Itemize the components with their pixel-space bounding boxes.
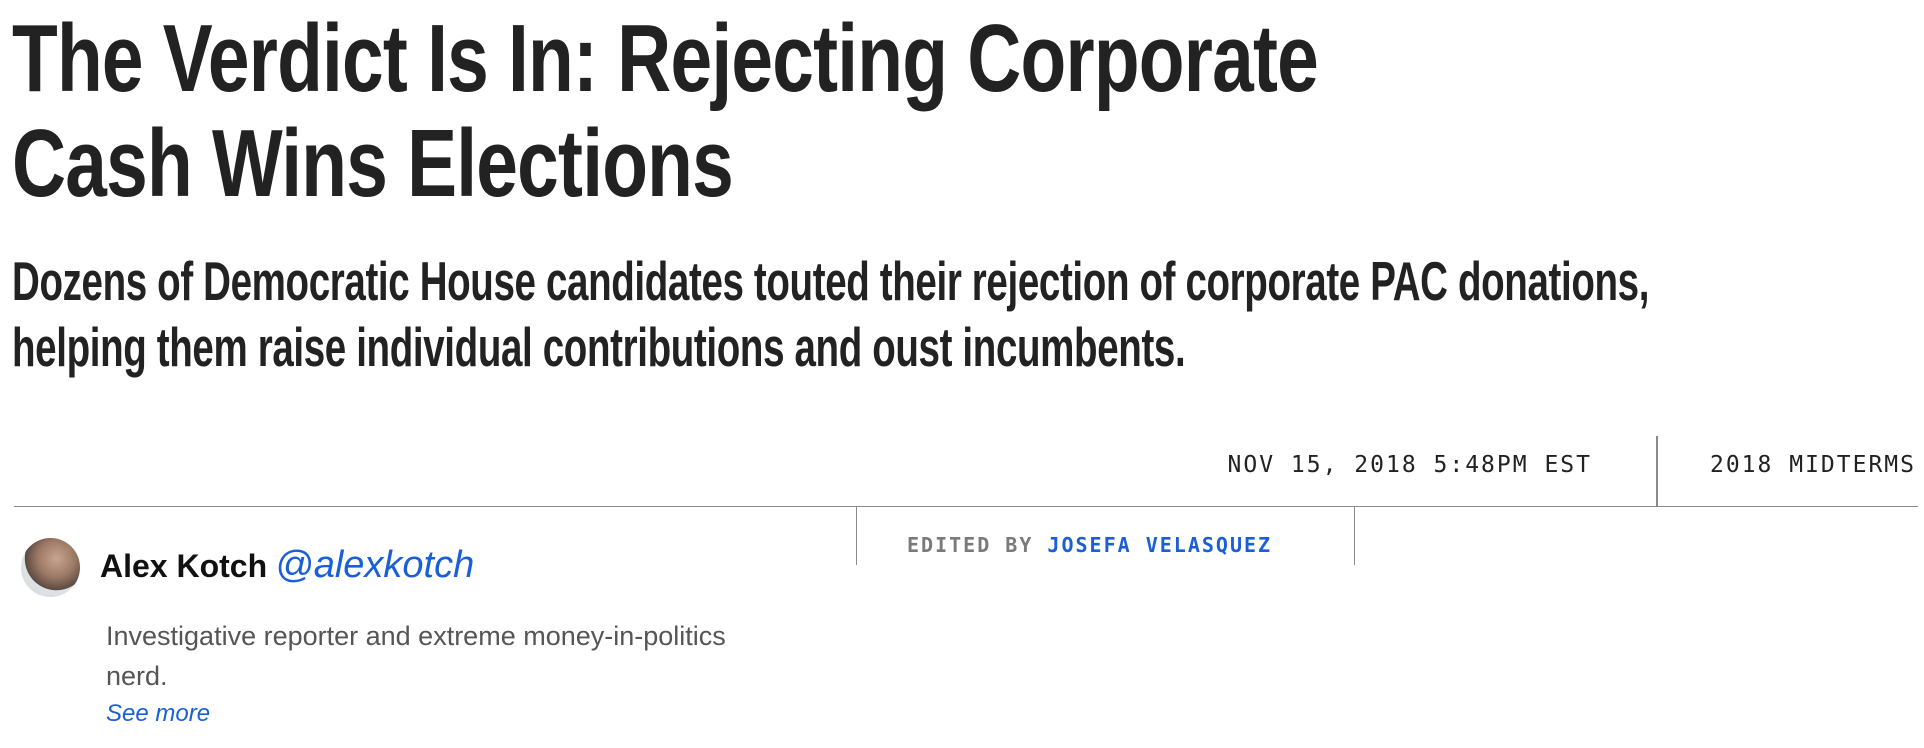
author-twitter-handle-link[interactable]: @alexkotch <box>275 544 475 586</box>
author-bio: Investigative reporter and extreme money… <box>106 621 726 691</box>
author-byline: Alex Kotch @alexkotch <box>100 544 474 587</box>
see-more-link[interactable]: See more <box>106 700 211 727</box>
section-tag-link[interactable]: 2018 MIDTERMS <box>1709 452 1916 478</box>
meta-divider <box>1656 436 1658 506</box>
article-subheadline: Dozens of Democratic House candidates to… <box>12 250 1650 378</box>
author-name-link[interactable]: Alex Kotch <box>100 548 268 584</box>
article-headline: The Verdict Is In: Rejecting Corporate C… <box>12 5 1319 217</box>
article-meta-bar: NOV 15, 2018 5:48PM EST 2018 MIDTERMS <box>14 436 1918 507</box>
author-avatar[interactable] <box>21 538 80 597</box>
editor-credit: EDITED BY JOSEFA VELASQUEZ <box>856 507 1355 565</box>
publish-date: NOV 15, 2018 5:48PM EST <box>1227 452 1592 478</box>
editor-name-link[interactable]: JOSEFA VELASQUEZ <box>1047 533 1273 557</box>
edited-by-label: EDITED BY <box>907 533 1034 557</box>
